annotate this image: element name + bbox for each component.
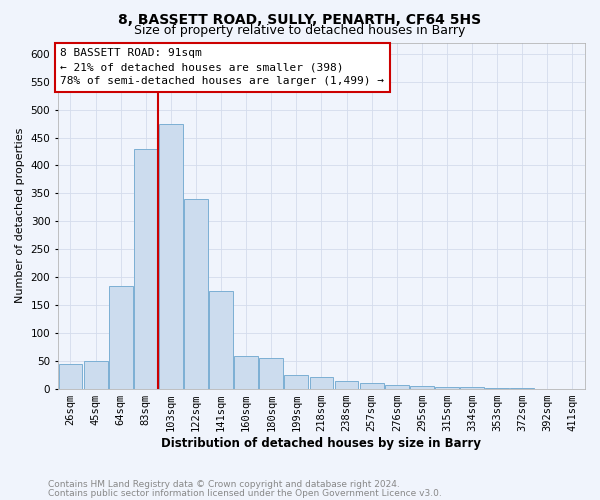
Bar xyxy=(284,375,308,389)
Text: 8, BASSETT ROAD, SULLY, PENARTH, CF64 5HS: 8, BASSETT ROAD, SULLY, PENARTH, CF64 5H… xyxy=(118,12,482,26)
Text: Size of property relative to detached houses in Barry: Size of property relative to detached ho… xyxy=(134,24,466,37)
Bar xyxy=(209,292,233,389)
Bar xyxy=(83,361,107,389)
Bar xyxy=(159,124,183,389)
Bar xyxy=(511,388,534,389)
Bar xyxy=(535,388,559,389)
Bar xyxy=(485,388,509,389)
Text: Contains HM Land Registry data © Crown copyright and database right 2024.: Contains HM Land Registry data © Crown c… xyxy=(48,480,400,489)
Y-axis label: Number of detached properties: Number of detached properties xyxy=(15,128,25,304)
Bar xyxy=(59,364,82,389)
Bar xyxy=(435,387,459,389)
Bar xyxy=(335,380,358,389)
X-axis label: Distribution of detached houses by size in Barry: Distribution of detached houses by size … xyxy=(161,437,481,450)
Bar xyxy=(385,384,409,389)
Bar xyxy=(109,286,133,389)
Bar xyxy=(360,384,383,389)
Bar xyxy=(184,199,208,389)
Bar xyxy=(410,386,434,389)
Bar xyxy=(134,148,158,389)
Bar xyxy=(310,377,334,389)
Text: Contains public sector information licensed under the Open Government Licence v3: Contains public sector information licen… xyxy=(48,489,442,498)
Bar xyxy=(460,388,484,389)
Bar xyxy=(234,356,258,389)
Bar xyxy=(259,358,283,389)
Text: 8 BASSETT ROAD: 91sqm
← 21% of detached houses are smaller (398)
78% of semi-det: 8 BASSETT ROAD: 91sqm ← 21% of detached … xyxy=(61,48,385,86)
Bar xyxy=(560,388,584,389)
